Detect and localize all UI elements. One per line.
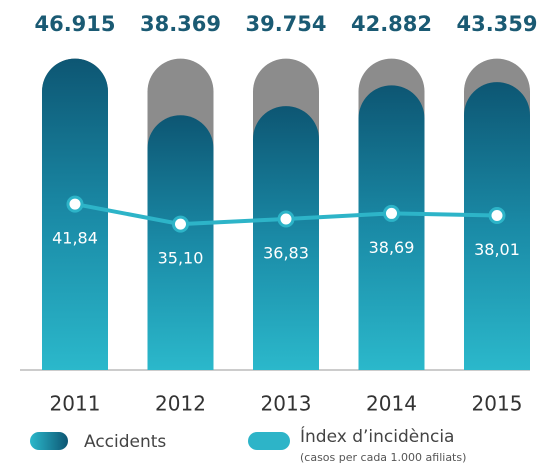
bar: [147, 115, 214, 370]
legend-swatch: [30, 432, 68, 450]
bar: [358, 85, 425, 370]
x-tick-label: 2014: [366, 392, 417, 416]
index-point: [383, 204, 400, 222]
legend-label: Índex d’incidència: [300, 425, 454, 447]
x-tick-label: 2015: [472, 392, 523, 416]
index-value-label: 41,84: [52, 229, 98, 248]
index-point: [172, 215, 189, 233]
bar: [253, 106, 319, 371]
legend-note: (casos per cada 1.000 afiliats): [300, 451, 466, 464]
bar: [42, 58, 108, 370]
index-value-label: 38,01: [474, 240, 520, 259]
index-point: [488, 206, 506, 224]
bar-value-label: 46.915: [34, 12, 115, 36]
x-tick-label: 2012: [155, 392, 206, 416]
bar-value-label: 43.359: [456, 12, 537, 36]
index-value-label: 38,69: [369, 238, 415, 257]
x-tick-label: 2013: [261, 392, 312, 416]
bar: [464, 82, 530, 370]
bar-value-label: 39.754: [245, 12, 326, 36]
bar-value-label: 38.369: [140, 12, 221, 36]
index-point: [277, 210, 295, 228]
index-value-label: 36,83: [263, 243, 309, 262]
legend-label: Accidents: [84, 432, 166, 452]
legend-swatch: [248, 432, 290, 450]
x-tick-label: 2011: [50, 392, 101, 416]
index-value-label: 35,10: [158, 249, 204, 268]
bar-value-label: 42.882: [351, 12, 432, 36]
index-point: [66, 195, 84, 213]
